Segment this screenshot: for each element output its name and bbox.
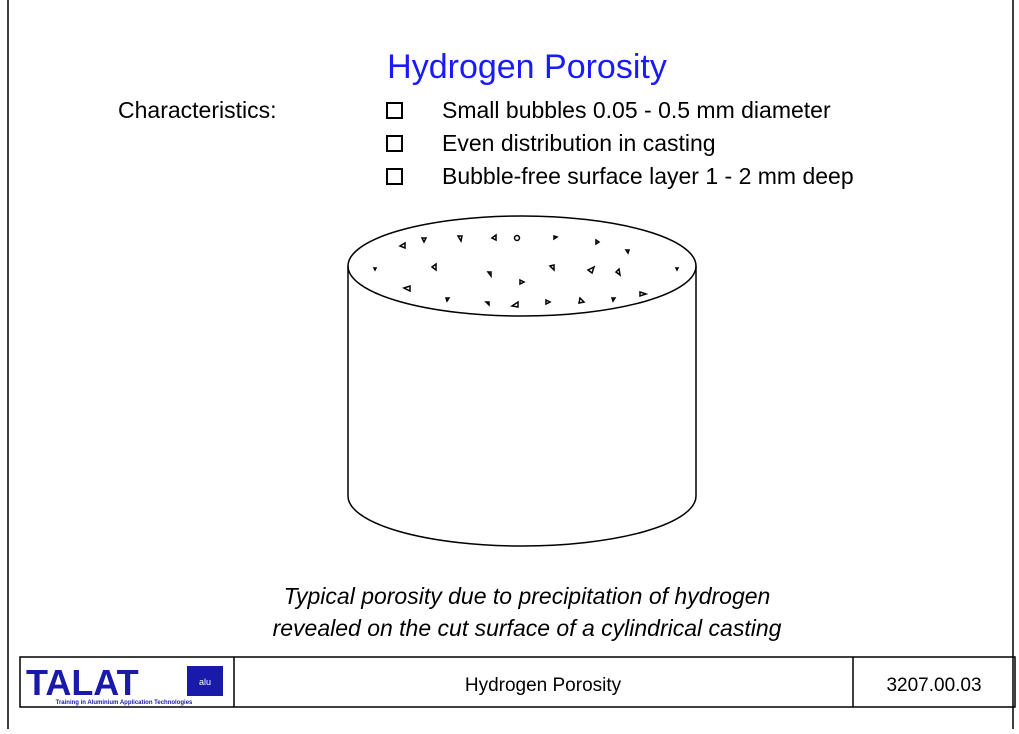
checkbox [386,168,403,185]
footer-code: 3207.00.03 [886,675,981,696]
bullet: Small bubbles 0.05 - 0.5 mm diameter [442,97,831,123]
caption: Typical porosity due to precipitation of… [284,583,771,609]
footer-box [19,656,1016,708]
logo-badge-text: alu [199,677,211,687]
cylinder [347,215,697,547]
checkbox [386,135,403,152]
bubbles [372,233,680,308]
bullet-list: Small bubbles 0.05 - 0.5 mm diameter Eve… [386,97,854,189]
caption: revealed on the cut surface of a cylindr… [273,615,782,641]
logo: TALAT [26,662,139,703]
bullet: Bubble-free surface layer 1 - 2 mm deep [442,163,854,189]
label: Characteristics: [118,97,276,123]
logo-badge [187,666,223,696]
footer-title: Hydrogen Porosity [465,675,622,696]
bullet: Even distribution in casting [442,130,716,156]
footer: TALAT alu Training in Aluminium Applicat… [19,656,1016,708]
title: Hydrogen Porosity [387,48,667,86]
checkbox [386,102,403,119]
logo-subtitle: Training in Aluminium Application Techno… [56,700,193,706]
